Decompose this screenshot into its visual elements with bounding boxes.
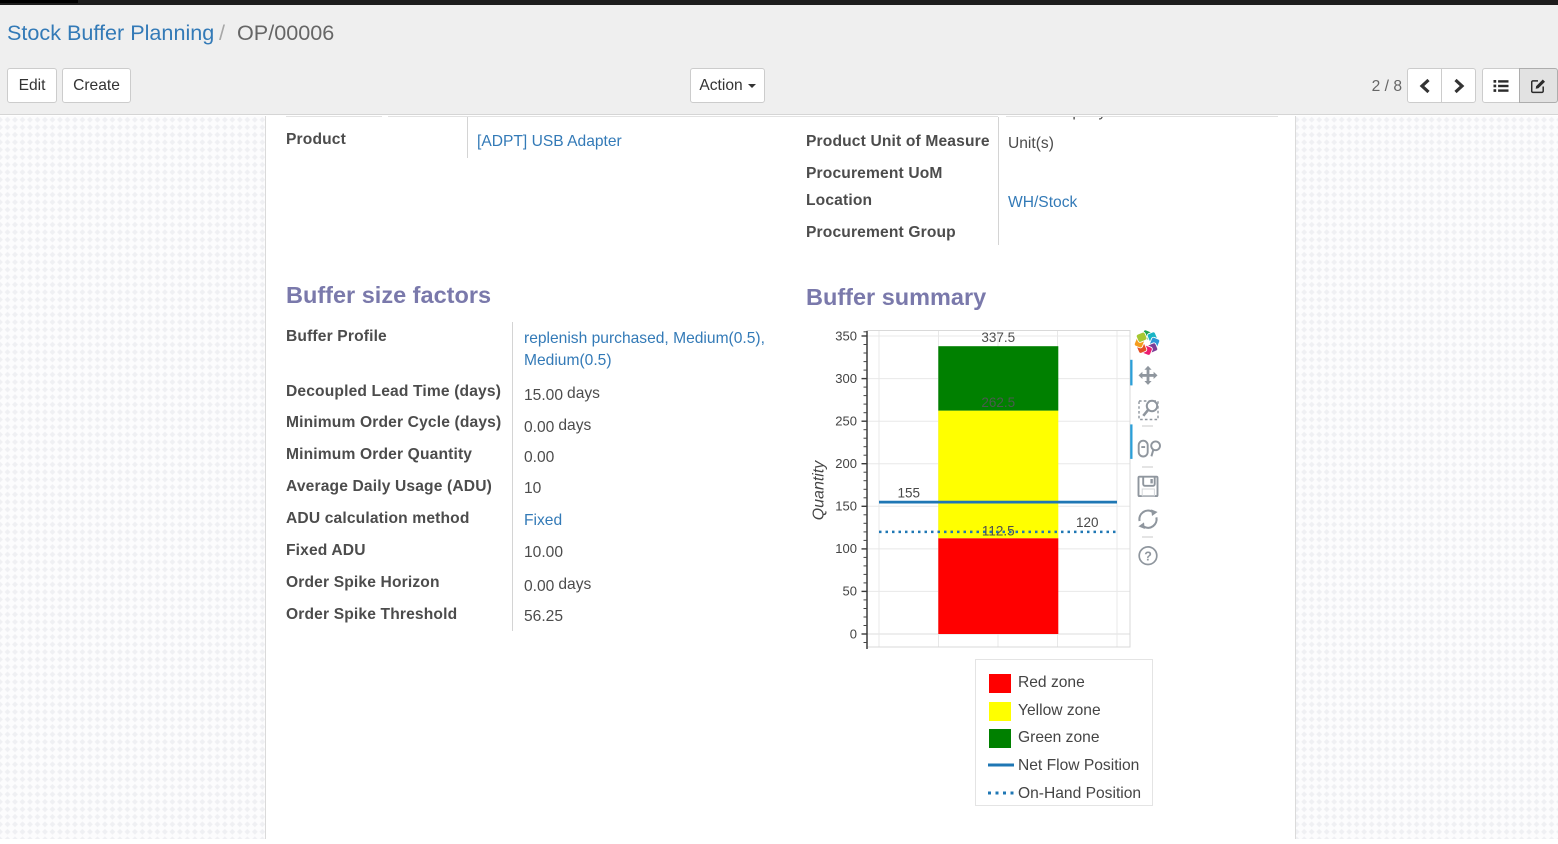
svg-text:300: 300 xyxy=(835,371,857,386)
svg-text:100: 100 xyxy=(835,541,857,556)
svg-text:262.5: 262.5 xyxy=(981,395,1015,410)
svg-text:200: 200 xyxy=(835,456,857,471)
svg-text:337.5: 337.5 xyxy=(981,330,1015,345)
svg-text:155: 155 xyxy=(898,485,921,500)
svg-text:?: ? xyxy=(1144,549,1152,563)
svg-text:250: 250 xyxy=(835,414,857,429)
svg-text:350: 350 xyxy=(835,328,857,343)
svg-text:112.5: 112.5 xyxy=(982,523,1015,538)
svg-text:150: 150 xyxy=(835,499,857,514)
svg-text:50: 50 xyxy=(843,584,857,599)
svg-text:120: 120 xyxy=(1076,515,1099,530)
svg-text:0: 0 xyxy=(850,626,857,641)
svg-text:Quantity: Quantity xyxy=(811,460,828,521)
